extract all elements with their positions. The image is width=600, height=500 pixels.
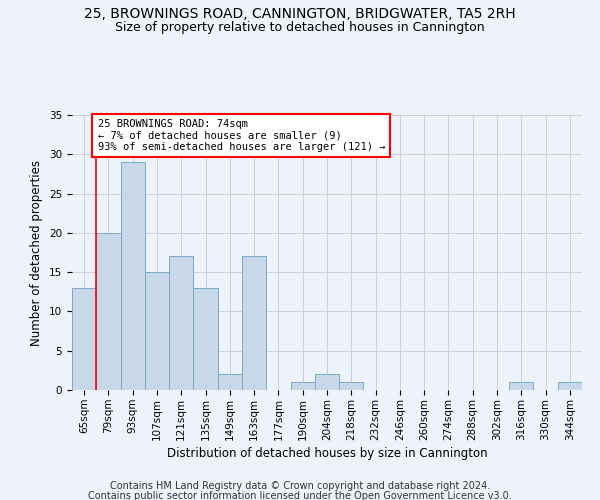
Bar: [145, 272, 169, 390]
Bar: [218, 374, 242, 390]
Bar: [315, 374, 339, 390]
Bar: [242, 256, 266, 390]
Bar: [121, 162, 145, 390]
Text: Distribution of detached houses by size in Cannington: Distribution of detached houses by size …: [167, 448, 487, 460]
Bar: [96, 233, 121, 390]
Bar: [509, 382, 533, 390]
Text: 25 BROWNINGS ROAD: 74sqm
← 7% of detached houses are smaller (9)
93% of semi-det: 25 BROWNINGS ROAD: 74sqm ← 7% of detache…: [97, 119, 385, 152]
Bar: [290, 382, 315, 390]
Text: Contains HM Land Registry data © Crown copyright and database right 2024.: Contains HM Land Registry data © Crown c…: [110, 481, 490, 491]
Bar: [169, 256, 193, 390]
Bar: [339, 382, 364, 390]
Text: 25, BROWNINGS ROAD, CANNINGTON, BRIDGWATER, TA5 2RH: 25, BROWNINGS ROAD, CANNINGTON, BRIDGWAT…: [84, 8, 516, 22]
Text: Size of property relative to detached houses in Cannington: Size of property relative to detached ho…: [115, 21, 485, 34]
Bar: [193, 288, 218, 390]
Text: Contains public sector information licensed under the Open Government Licence v3: Contains public sector information licen…: [88, 491, 512, 500]
Y-axis label: Number of detached properties: Number of detached properties: [31, 160, 43, 346]
Bar: [72, 288, 96, 390]
Bar: [558, 382, 582, 390]
